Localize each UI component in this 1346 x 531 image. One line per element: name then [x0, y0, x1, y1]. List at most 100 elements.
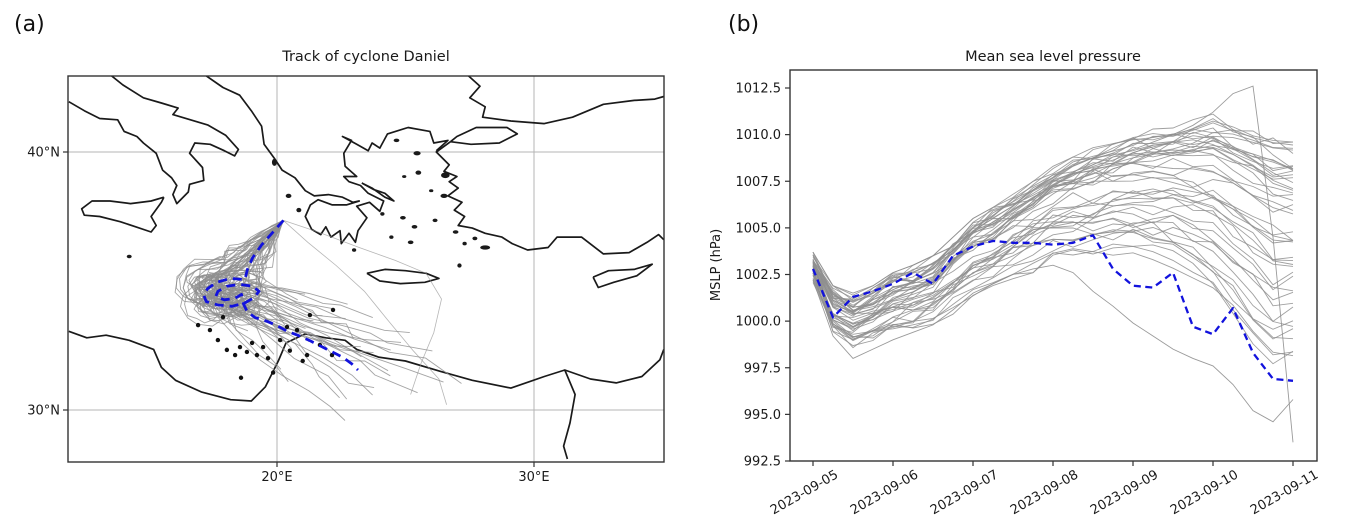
island [411, 225, 418, 229]
coastline [68, 330, 664, 402]
ensemble-mslp-line [812, 144, 1294, 308]
observation-dot [238, 375, 244, 380]
ensemble-mslp-outlier [812, 264, 1294, 423]
ensemble-track [199, 220, 389, 372]
island [415, 170, 422, 175]
x-tick-label: 2023-09-11 [1248, 467, 1321, 518]
island [407, 240, 414, 245]
island [380, 212, 385, 216]
observation-dot [300, 358, 305, 364]
island [126, 254, 132, 259]
ensemble-mslp-outlier [812, 85, 1294, 443]
coastline [467, 76, 664, 125]
observation-dot [207, 327, 213, 333]
coastline [68, 76, 240, 205]
island [389, 235, 394, 239]
observation-dot [220, 314, 226, 320]
island [296, 207, 302, 213]
chart-title: Mean sea level pressure [965, 49, 1141, 65]
island [452, 230, 459, 234]
observation-dot [265, 355, 271, 361]
y-tick-label: 1002.5 [736, 268, 782, 283]
coastline [449, 126, 519, 146]
observation-dot [249, 340, 255, 346]
island [462, 241, 467, 246]
x-tick-label: 2023-09-09 [1088, 467, 1161, 518]
y-tick-label: 997.5 [744, 361, 781, 376]
ensemble-mslp-line [812, 221, 1294, 333]
ensemble-mslp-line [812, 145, 1294, 321]
island [441, 172, 450, 179]
x-tick-label: 2023-09-05 [768, 467, 841, 518]
chart-content [811, 85, 1294, 443]
observation-dot [195, 322, 201, 328]
ensemble-mslp-line [812, 118, 1294, 312]
coastline [80, 196, 165, 233]
ensemble-track [182, 220, 373, 396]
map-title: Track of cyclone Daniel [281, 49, 450, 65]
island [393, 138, 400, 143]
island [432, 218, 438, 223]
observation-dot [254, 352, 260, 358]
observation-dot [284, 324, 290, 330]
ensemble-mslp-line [812, 221, 1294, 340]
x-tick-label: 20°E [261, 470, 292, 485]
y-tick-label: 30°N [27, 404, 60, 419]
observation-dot [215, 337, 221, 343]
ensemble-mslp-line [812, 176, 1294, 329]
island [271, 158, 277, 166]
y-tick-label: 40°N [27, 146, 60, 161]
coastline [592, 263, 654, 289]
ensemble-track [210, 220, 354, 339]
ensemble-mslp-line [812, 210, 1294, 341]
ensemble-mslp-line [812, 120, 1294, 299]
cyclone-track-map: Track of cyclone Daniel 20°E 30°E 40°N 30°N [27, 49, 665, 486]
y-tick-label: 1005.0 [736, 221, 782, 236]
ensemble-track [200, 220, 433, 352]
ensemble-mslp-line [812, 188, 1294, 316]
observation-dot [304, 352, 310, 358]
panel-a-label: (a) [14, 12, 45, 37]
ensemble-track [214, 220, 285, 326]
map-axis-ticks: 20°E 30°E 40°N 30°N [27, 146, 549, 486]
y-axis-label: MSLP (hPa) [710, 229, 724, 301]
observation-dot [237, 344, 243, 350]
x-tick-label: 2023-09-10 [1168, 467, 1241, 518]
observation-dot [270, 370, 276, 375]
island [457, 263, 462, 268]
y-tick-label: 1012.5 [736, 82, 782, 97]
ensemble-track [193, 220, 284, 331]
island [285, 193, 292, 199]
ensemble-mslp-line [812, 218, 1294, 325]
island [480, 245, 491, 250]
ensemble-mslp-line [812, 150, 1294, 312]
ensemble-mslp-line [812, 133, 1294, 303]
ensemble-mslp-line [812, 113, 1294, 302]
ensemble-mslp-line [812, 139, 1294, 313]
control-track-line [202, 219, 359, 371]
x-tick-label: 30°E [518, 470, 549, 485]
mslp-chart: Mean sea level pressure MSLP (hPa) 2023-… [710, 49, 1321, 518]
coastline [562, 369, 576, 460]
ensemble-track-stray [283, 220, 442, 395]
coastline [366, 268, 440, 285]
island [413, 151, 421, 156]
ensemble-mslp-line [812, 136, 1294, 306]
coastline [205, 76, 449, 245]
observation-dot [307, 312, 313, 318]
island [402, 175, 407, 178]
ensemble-mslp-line [812, 189, 1294, 318]
y-tick-label: 1010.0 [736, 128, 782, 143]
observation-dot [224, 347, 230, 353]
y-tick-label: 1000.0 [736, 315, 782, 330]
observation-dot [294, 327, 300, 333]
ensemble-mslp-line [812, 187, 1294, 324]
map-gridlines [68, 76, 664, 462]
ensemble-mslp-line [812, 162, 1294, 317]
x-tick-label: 2023-09-08 [1008, 467, 1081, 518]
y-tick-label: 992.5 [744, 455, 781, 470]
ensemble-mslp-line [812, 214, 1294, 339]
ensemble-track-stray [283, 220, 447, 405]
island [400, 216, 406, 220]
